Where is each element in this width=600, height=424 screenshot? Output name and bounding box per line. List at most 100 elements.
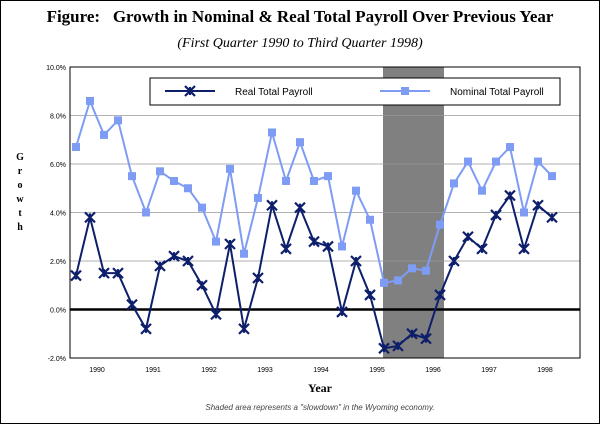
point (401, 87, 409, 95)
point (548, 172, 556, 181)
point (126, 298, 138, 311)
point (352, 186, 360, 195)
point (392, 340, 404, 352)
x-axis-label: Year (308, 381, 333, 395)
point (490, 209, 502, 221)
point (70, 269, 82, 282)
y-tick-label: 10.0% (46, 65, 66, 72)
point (224, 238, 236, 250)
point (476, 243, 488, 255)
point (366, 215, 374, 224)
point (196, 279, 208, 292)
y-tick-label: 6.0% (50, 162, 66, 169)
annotation: Shaded area represents a "slowdown" in t… (205, 403, 434, 412)
point (546, 211, 558, 224)
point (198, 203, 206, 212)
point (114, 116, 122, 125)
point (184, 85, 196, 97)
point (182, 255, 194, 267)
y-tick-label: 0.0% (50, 308, 66, 315)
point (266, 199, 278, 212)
x-tick-label: 1991 (145, 367, 161, 374)
point (322, 240, 334, 253)
point (436, 220, 444, 229)
point (142, 208, 150, 217)
point (434, 289, 446, 301)
y-tick-label: 4.0% (50, 211, 66, 218)
chart-title: Figure: Growth in Nominal & Real Total P… (47, 7, 554, 26)
point (210, 308, 222, 321)
point (408, 264, 416, 273)
point (420, 332, 432, 345)
point (338, 242, 346, 251)
point (364, 289, 376, 301)
point (140, 323, 152, 335)
point (170, 176, 178, 185)
y-tick-label: 8.0% (50, 114, 66, 121)
point (294, 201, 306, 214)
point (252, 272, 264, 284)
point (98, 267, 110, 279)
chart-subtitle: (First Quarter 1990 to Third Quarter 199… (177, 36, 423, 51)
point (280, 243, 292, 255)
legend-label: Real Total Payroll (235, 87, 313, 98)
point (184, 184, 192, 193)
point (406, 327, 418, 340)
point (350, 255, 362, 267)
point (226, 164, 234, 173)
point (72, 143, 80, 152)
point (310, 176, 318, 185)
point (282, 176, 290, 185)
point (492, 157, 500, 166)
point (238, 323, 250, 335)
point (504, 189, 516, 202)
x-tick-label: 1994 (313, 367, 329, 374)
point (378, 342, 390, 355)
x-tick-label: 1993 (257, 367, 273, 374)
point (296, 138, 304, 147)
point (532, 199, 544, 212)
legend-box (149, 77, 561, 106)
x-tick-label: 1996 (425, 367, 441, 374)
point (254, 193, 262, 202)
plot-border (69, 66, 581, 359)
x-tick-label: 1998 (537, 367, 553, 374)
point (450, 179, 458, 188)
y-tick-label: 2.0% (50, 259, 66, 266)
point (168, 250, 180, 262)
point (520, 208, 528, 217)
point (128, 172, 136, 181)
point (380, 278, 388, 287)
point (448, 255, 460, 267)
point (478, 186, 486, 195)
point (506, 143, 514, 152)
x-tick-label: 1992 (201, 367, 217, 374)
point (86, 96, 94, 105)
point (336, 306, 348, 318)
y-tick-label: -2.0% (48, 356, 66, 363)
point (464, 157, 472, 166)
x-tick-label: 1997 (481, 367, 497, 374)
x-tick-label: 1990 (89, 367, 105, 374)
point (518, 243, 530, 255)
point (84, 211, 96, 224)
point (240, 249, 248, 258)
point (268, 128, 276, 137)
point (324, 172, 332, 181)
x-tick-label: 1995 (369, 367, 385, 374)
point (308, 235, 320, 248)
point (154, 260, 166, 272)
point (112, 267, 124, 279)
legend-label: Nominal Total Payroll (450, 87, 544, 98)
point (212, 237, 220, 246)
point (422, 266, 430, 275)
point (100, 130, 108, 139)
point (156, 167, 164, 176)
point (534, 157, 542, 166)
point (394, 276, 402, 285)
point (462, 230, 474, 243)
